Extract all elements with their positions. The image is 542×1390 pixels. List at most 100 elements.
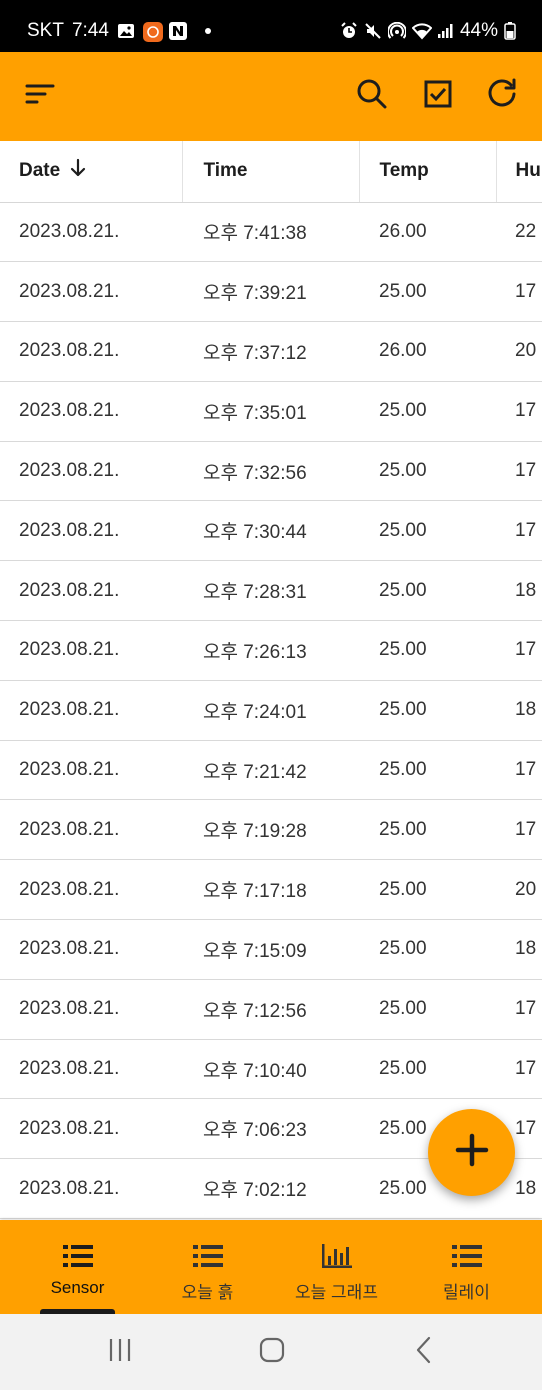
cell-date: 2023.08.21. [0,620,182,681]
column-header-label: Temp [379,160,429,182]
column-header-temp[interactable]: Temp [358,141,496,203]
cell-humidity: 18 [496,560,542,622]
list-icon [192,1242,223,1270]
cell-temp: 25.00 [359,441,496,502]
column-header-label: Hu [515,160,541,182]
add-button[interactable] [428,1109,515,1196]
cell-temp: 25.00 [359,740,496,801]
table-row[interactable]: 2023.08.21. 오후 7:21:42 25.00 17 [0,740,542,801]
table-row[interactable]: 2023.08.21. 오후 7:10:40 25.00 17 [0,1039,542,1100]
signal-icon [436,22,454,40]
cell-date: 2023.08.21. [0,1039,182,1100]
cell-temp: 25.00 [359,680,496,741]
cell-temp: 25.00 [359,500,496,562]
nav-item-sensor[interactable]: Sensor [10,1220,145,1314]
table-row[interactable]: 2023.08.21. 오후 7:28:31 25.00 18 [0,560,542,622]
cell-date: 2023.08.21. [0,202,182,263]
table-row[interactable]: 2023.08.21. 오후 7:12:56 25.00 17 [0,979,542,1040]
cell-time: 오후 7:39:21 [182,261,359,323]
table-row[interactable]: 2023.08.21. 오후 7:26:13 25.00 17 [0,620,542,681]
cell-time: 오후 7:37:12 [182,321,359,382]
refresh-button[interactable] [482,76,522,116]
cell-date: 2023.08.21. [0,560,182,622]
cell-date: 2023.08.21. [0,1098,182,1160]
table-row[interactable]: 2023.08.21. 오후 7:19:28 25.00 17 [0,799,542,861]
nav-item-label: 오늘 흙 [181,1283,234,1302]
cell-time: 오후 7:32:56 [182,441,359,502]
cell-time: 오후 7:41:38 [182,202,359,263]
cell-temp: 25.00 [359,381,496,442]
cell-date: 2023.08.21. [0,740,182,801]
cell-time: 오후 7:35:01 [182,381,359,442]
nav-item-label: Sensor [50,1278,105,1297]
table-body: 2023.08.21. 오후 7:41:38 26.00 22 2023.08.21. 오… [0,202,542,1220]
select-button[interactable] [418,76,458,116]
back-button[interactable] [404,1336,444,1368]
cell-date: 2023.08.21. [0,381,182,442]
cell-date: 2023.08.21. [0,500,182,562]
search-button[interactable] [352,76,392,116]
recent-apps-button[interactable] [100,1336,140,1368]
column-header-time[interactable]: Time [181,141,359,203]
cell-temp: 25.00 [359,799,496,861]
column-header-humidity[interactable]: Hu [495,141,542,203]
nav-item-label: 릴레이 [443,1283,490,1302]
table-row[interactable]: 2023.08.21. 오후 7:39:21 25.00 17 [0,261,542,323]
cell-humidity: 17 [496,381,542,442]
cell-date: 2023.08.21. [0,680,182,741]
more-notifications-icon [204,28,211,34]
table-row[interactable]: 2023.08.21. 오후 7:32:56 25.00 17 [0,441,542,502]
active-tab-indicator [40,1309,115,1314]
mute-icon [364,22,382,40]
status-right: 44% [340,20,522,42]
cell-time: 오후 7:02:12 [182,1158,359,1220]
list-icon [62,1242,93,1270]
table-row[interactable]: 2023.08.21. 오후 7:30:44 25.00 17 [0,500,542,562]
table-row[interactable]: 2023.08.21. 오후 7:37:12 26.00 20 [0,321,542,382]
sort-descending-icon [69,158,87,184]
cell-humidity: 17 [496,620,542,681]
cell-temp: 25.00 [359,859,496,921]
cell-temp: 25.00 [359,620,496,681]
nav-item-today-soil[interactable]: 오늘 흙 [140,1220,275,1314]
home-icon [258,1336,286,1369]
nav-item-relay[interactable]: 릴레이 [399,1220,534,1314]
gallery-notification-icon [117,22,135,40]
cell-time: 오후 7:28:31 [182,560,359,622]
cell-temp: 25.00 [359,560,496,622]
column-header-label: Time [203,160,248,182]
cell-date: 2023.08.21. [0,919,182,980]
battery-percent-label: 44% [459,20,498,41]
cell-date: 2023.08.21. [0,1158,182,1220]
app-notification-icon [142,22,163,42]
alarm-icon [340,22,358,40]
status-left: SKT 7:44 [27,20,211,42]
cell-date: 2023.08.21. [0,799,182,861]
table-header-row: Date Time Temp Hu [0,141,542,203]
cell-time: 오후 7:19:28 [182,799,359,861]
nav-item-today-graph[interactable]: 오늘 그래프 [269,1220,404,1314]
bottom-navigation: Sensor 오늘 흙 오늘 그래프 릴레이 [0,1220,542,1314]
plus-icon [454,1132,490,1173]
table-row[interactable]: 2023.08.21. 오후 7:15:09 25.00 18 [0,919,542,980]
battery-icon [504,22,522,40]
table-row[interactable]: 2023.08.21. 오후 7:24:01 25.00 18 [0,680,542,741]
cell-humidity: 17 [496,799,542,861]
sort-menu-button[interactable] [20,76,60,116]
cell-date: 2023.08.21. [0,441,182,502]
carrier-label: SKT [27,20,64,41]
column-header-label: Date [19,160,61,182]
cell-time: 오후 7:17:18 [182,859,359,921]
recent-apps-icon [106,1337,134,1368]
table-row[interactable]: 2023.08.21. 오후 7:41:38 26.00 22 [0,202,542,263]
home-button[interactable] [252,1336,292,1368]
table-row[interactable]: 2023.08.21. 오후 7:17:18 25.00 20 [0,859,542,921]
cell-temp: 25.00 [359,1039,496,1100]
data-table-container[interactable]: Date Time Temp Hu 2023.08.21. 오후 7:41:38 2… [0,141,542,1220]
table-row[interactable]: 2023.08.21. 오후 7:35:01 25.00 17 [0,381,542,442]
column-header-date[interactable]: Date [0,141,182,203]
system-navigation-bar [0,1314,542,1390]
cell-humidity: 17 [496,740,542,801]
naver-notification-icon [168,22,187,40]
cell-humidity: 20 [496,859,542,921]
